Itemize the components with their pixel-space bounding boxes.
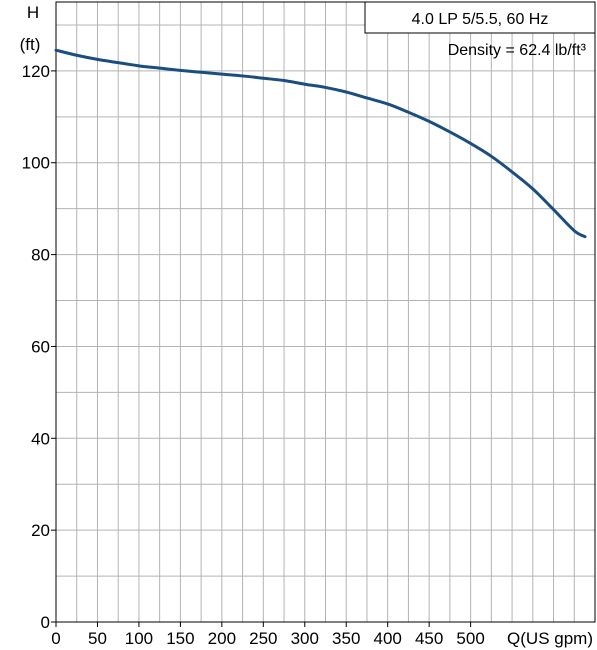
- head-curve-line: [54, 48, 587, 239]
- x-tick-label: 200: [208, 629, 236, 648]
- grid: [56, 2, 595, 622]
- y-axis-label-unit: (ft): [20, 35, 41, 54]
- x-tick-label: 100: [125, 629, 153, 648]
- legend-model-label: 4.0 LP 5/5.5, 60 Hz: [412, 11, 549, 28]
- x-axis-label: Q(US gpm): [507, 629, 593, 648]
- plot-frame: [55, 1, 596, 623]
- y-tick-label: 120: [22, 62, 50, 81]
- legend-density-label: Density = 62.4 lb/ft³: [448, 42, 587, 59]
- x-tick-label: 300: [291, 629, 319, 648]
- x-tick-label: 250: [249, 629, 277, 648]
- legend: 4.0 LP 5/5.5, 60 Hz Density = 62.4 lb/ft…: [364, 1, 596, 59]
- axes: 0 20 40 60 80 100 120 0 50 100 150 200 250 300 350 400 4…: [22, 62, 485, 648]
- x-tick-label: 450: [415, 629, 443, 648]
- y-tick-label: 20: [31, 521, 50, 540]
- legend-box-top: [364, 1, 596, 34]
- y-tick-label: 80: [31, 246, 50, 265]
- x-tick-label: 400: [374, 629, 402, 648]
- x-tick-label: 50: [88, 629, 107, 648]
- y-tick-label: 60: [31, 337, 50, 356]
- y-axis-label-unit-symbol: H: [27, 3, 39, 22]
- x-tick-label: 500: [456, 629, 484, 648]
- x-tick-label: 350: [332, 629, 360, 648]
- y-tick-label: 40: [31, 429, 50, 448]
- y-tick-label: 100: [22, 154, 50, 173]
- x-tick-label: 150: [166, 629, 194, 648]
- x-tick-label: 0: [51, 629, 60, 648]
- series-layer: [54, 48, 587, 239]
- y-tick-label: 0: [41, 613, 50, 632]
